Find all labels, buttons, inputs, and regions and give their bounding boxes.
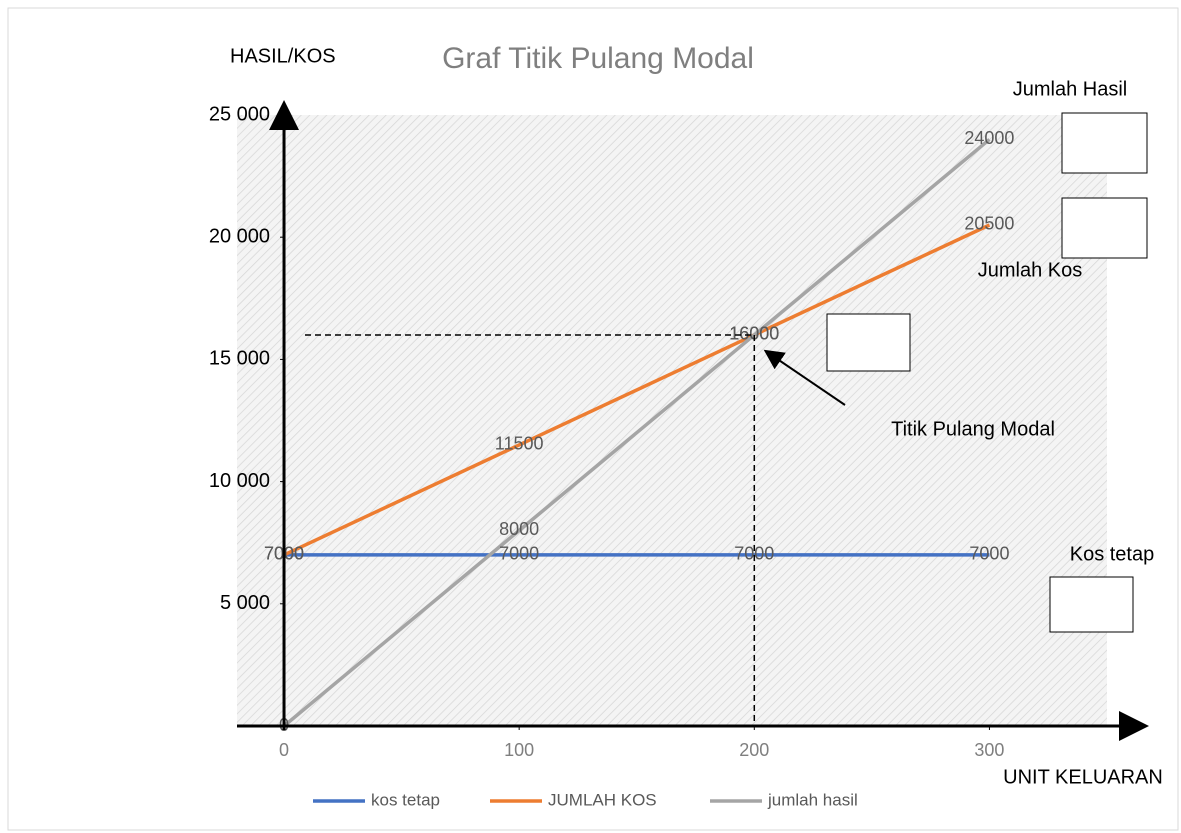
annotation: Titik Pulang Modal [891,418,1055,440]
data-label: 16000 [729,324,779,344]
data-label: 7000 [734,544,774,564]
annotation: Kos tetap [1070,543,1155,565]
y-tick-label: 25 000 [209,103,270,125]
chart-title: Graf Titik Pulang Modal [442,42,754,75]
y-tick-label: 5 000 [220,592,270,614]
data-label: 7000 [969,544,1009,564]
data-label: 16000 [729,324,779,344]
x-tick-label: 100 [504,740,534,760]
pointer-arrow [763,349,846,406]
box [826,313,911,372]
legend-label: kos tetap [371,790,440,809]
box [1061,197,1148,259]
box [1049,576,1134,633]
x-tick-label: 300 [974,740,1004,760]
plot-area: 7000700070007000700011500160002050008000… [237,115,1107,735]
legend-label: jumlah hasil [767,790,858,809]
annotation: Jumlah Hasil [1013,78,1127,100]
y-tick-label: 20 000 [209,225,270,247]
data-label: 8000 [499,519,539,539]
data-label: 20500 [964,214,1014,234]
y-tick-label: 15 000 [209,348,270,370]
series-line [282,138,991,728]
legend-label: JUMLAH KOS [548,790,657,809]
annotation: HASIL/KOS [230,45,336,67]
annotation: UNIT KELUARAN [1003,766,1163,788]
data-label: 7000 [499,544,539,564]
y-tick-label: 10 000 [209,470,270,492]
series-line [283,223,991,557]
frame [7,7,1179,831]
x-tick-label: 0 [279,740,289,760]
x-tick-label: 200 [739,740,769,760]
annotation: Jumlah Kos [978,259,1083,281]
data-label: 24000 [964,128,1014,148]
box [1061,112,1148,174]
data-label: 11500 [495,434,544,454]
plot-background [237,115,1107,726]
